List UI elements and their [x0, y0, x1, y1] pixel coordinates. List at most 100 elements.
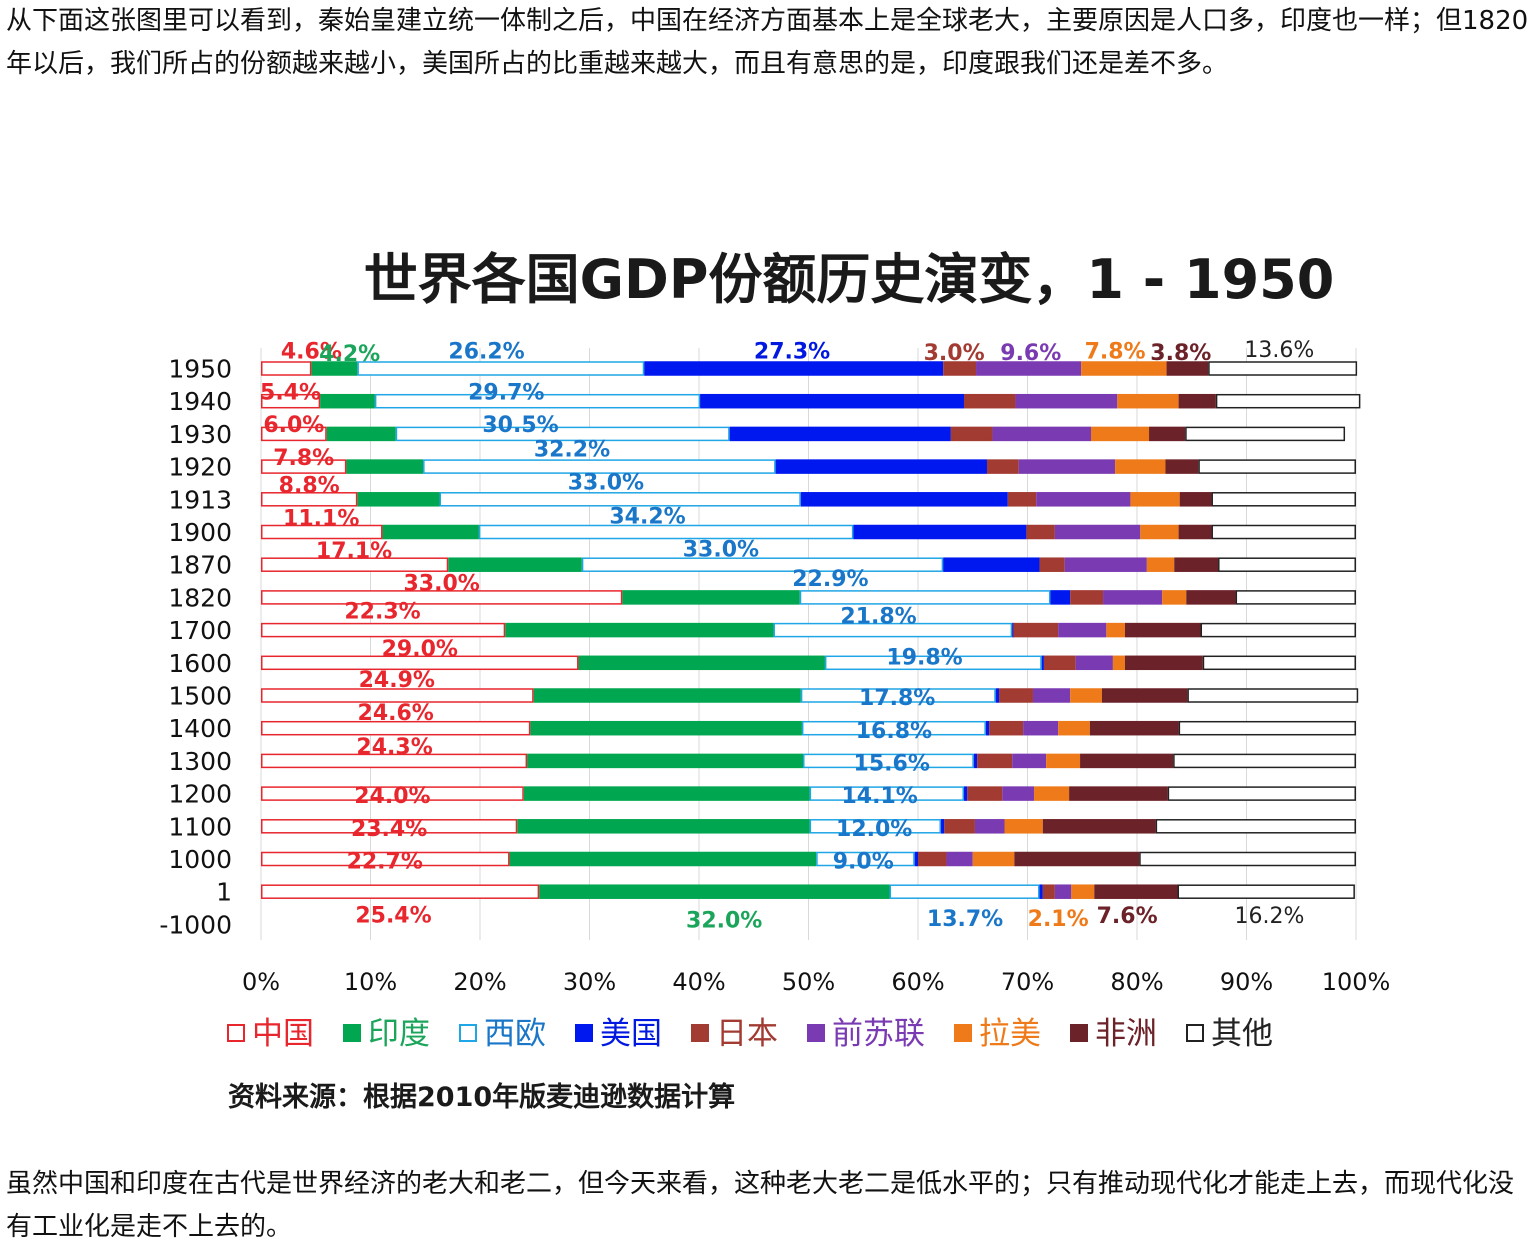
bar-segment-former_ussr — [1075, 655, 1113, 671]
y-tick-label: 1600 — [168, 649, 232, 678]
bar-segment-usa — [995, 688, 1000, 703]
bar-segment-china — [261, 688, 534, 703]
data-label-china: 25.4% — [355, 904, 431, 929]
x-tick-label: 70% — [1001, 968, 1054, 996]
bar-segment-latin_america — [1130, 492, 1180, 507]
bar-segment-latin_america — [1162, 590, 1187, 605]
legend-label-others: 其他 — [1211, 1016, 1273, 1052]
data-label-china: 22.7% — [347, 850, 423, 875]
bars — [261, 361, 1361, 899]
bar-segment-former_ussr — [1064, 557, 1147, 572]
data-label-western_europe: 33.0% — [683, 537, 759, 562]
x-tick-label: 10% — [344, 968, 397, 996]
bar-segment-japan — [1007, 492, 1037, 507]
bar-segment-india — [622, 590, 800, 605]
bar-segment-india — [346, 459, 424, 474]
bar-segment-africa — [1080, 753, 1174, 769]
y-tick-label: 1940 — [168, 387, 232, 416]
bar-segment-usa — [700, 393, 964, 409]
data-label-western_europe: 32.2% — [534, 438, 610, 463]
bar-segment-usa — [914, 851, 919, 867]
data-label-western_europe: 34.2% — [609, 505, 685, 530]
bar-segment-china — [261, 590, 623, 605]
bar-segment-latin_america — [972, 851, 1015, 867]
bar-segment-africa — [1124, 655, 1203, 671]
bar-segment-former_ussr — [976, 361, 1082, 376]
data-label-western_europe: 21.8% — [840, 604, 916, 629]
legend-label-usa: 美国 — [600, 1016, 662, 1052]
bar-segment-latin_america — [1106, 622, 1125, 638]
legend-label-latin_america: 拉美 — [979, 1016, 1041, 1052]
legend-label-former_ussr: 前苏联 — [832, 1016, 925, 1052]
y-tick-label: 1700 — [168, 616, 232, 645]
legend-label-india: 印度 — [368, 1016, 430, 1052]
data-label-western_europe: 12.0% — [836, 817, 912, 842]
data-labels: 4.6%4.2% 26.2% 27.3% 3.0% 9.6% 7.8% 3.8% 13.6%5… — [260, 338, 1314, 934]
bar-segment-japan — [989, 720, 1024, 736]
bar-segment-japan — [944, 819, 975, 834]
bar-segment-western_europe — [824, 655, 1042, 671]
data-label-western_europe: 30.5% — [482, 413, 558, 438]
y-tick-label: 1913 — [168, 485, 232, 514]
bar-segment-western_europe — [889, 884, 1040, 899]
bar-segment-japan — [999, 688, 1033, 703]
bar-segment-usa — [985, 720, 990, 736]
bar-segment-former_ussr — [1054, 524, 1141, 540]
y-tick-label: 1820 — [168, 583, 232, 612]
data-label-usa: 27.3% — [754, 340, 830, 365]
y-axis-labels: 1950 1940 1930 1920 1913 1900 1870 1820 1700 1600… — [159, 355, 232, 940]
bar-segment-western_europe — [809, 819, 941, 834]
bar-segment-former_ussr — [1058, 622, 1107, 638]
bar-segment-latin_america — [1004, 819, 1043, 834]
x-tick-label: 60% — [891, 968, 944, 996]
bar-segment-former_ussr — [1015, 393, 1118, 409]
bar-segment-africa — [1178, 393, 1216, 409]
bar-segment-india — [311, 361, 358, 376]
chart-source: 资料来源：根据2010年版麦迪逊数据计算 — [228, 1081, 735, 1113]
bar-segment-africa — [1042, 819, 1156, 834]
data-label-china: 23.4% — [351, 817, 427, 842]
bar-segment-former_ussr — [1036, 492, 1131, 507]
legend-swatch-africa — [1070, 1024, 1088, 1042]
x-tick-label: 30% — [563, 968, 616, 996]
bar-segment-africa — [1069, 786, 1168, 801]
bar-segment-china — [261, 786, 524, 801]
bar-segment-africa — [1166, 361, 1209, 376]
bar-segment-latin_america — [1071, 884, 1095, 899]
legend-swatch-western_europe — [459, 1024, 477, 1042]
bar-segment-western_europe — [801, 720, 986, 736]
bar-segment-usa — [853, 524, 1027, 540]
x-tick-label: 40% — [672, 968, 725, 996]
bar-segment-india — [320, 393, 375, 409]
bar-segment-usa — [1039, 884, 1043, 899]
data-label-china: 29.0% — [382, 637, 458, 662]
bar-segment-former_ussr — [1012, 753, 1047, 769]
bar-segment-india — [382, 524, 479, 540]
data-label-others: 13.6% — [1244, 338, 1314, 363]
data-label-india: 4.2% — [319, 342, 380, 367]
legend-label-western_europe: 西欧 — [484, 1016, 546, 1052]
bar-segment-africa — [1165, 459, 1199, 474]
data-label-china: 24.0% — [354, 784, 430, 809]
legend-swatch-usa — [575, 1024, 593, 1042]
bar-segment-japan — [950, 426, 993, 442]
legend-swatch-former_ussr — [807, 1024, 825, 1042]
bar-segment-africa — [1179, 492, 1212, 507]
bar-segment-western_europe — [357, 361, 645, 376]
data-label-western_europe: 13.7% — [927, 907, 1003, 932]
data-label-africa: 7.6% — [1097, 904, 1158, 929]
bar-segment-latin_america — [1117, 393, 1179, 409]
data-label-china: 24.6% — [358, 701, 434, 726]
bar-segment-others — [1178, 720, 1356, 736]
bar-segment-others — [1167, 786, 1357, 801]
y-tick-label: 1870 — [168, 551, 232, 580]
y-tick-label: 1920 — [168, 453, 232, 482]
bar-segment-latin_america — [1081, 361, 1167, 376]
data-label-china: 22.3% — [344, 599, 420, 624]
data-label-western_europe: 26.2% — [448, 340, 524, 365]
bar-segment-latin_america — [1140, 524, 1179, 540]
bar-segment-china — [261, 426, 327, 442]
bar-segment-latin_america — [1034, 786, 1070, 801]
bar-segment-africa — [1186, 590, 1236, 605]
bar-segment-usa — [800, 492, 1008, 507]
